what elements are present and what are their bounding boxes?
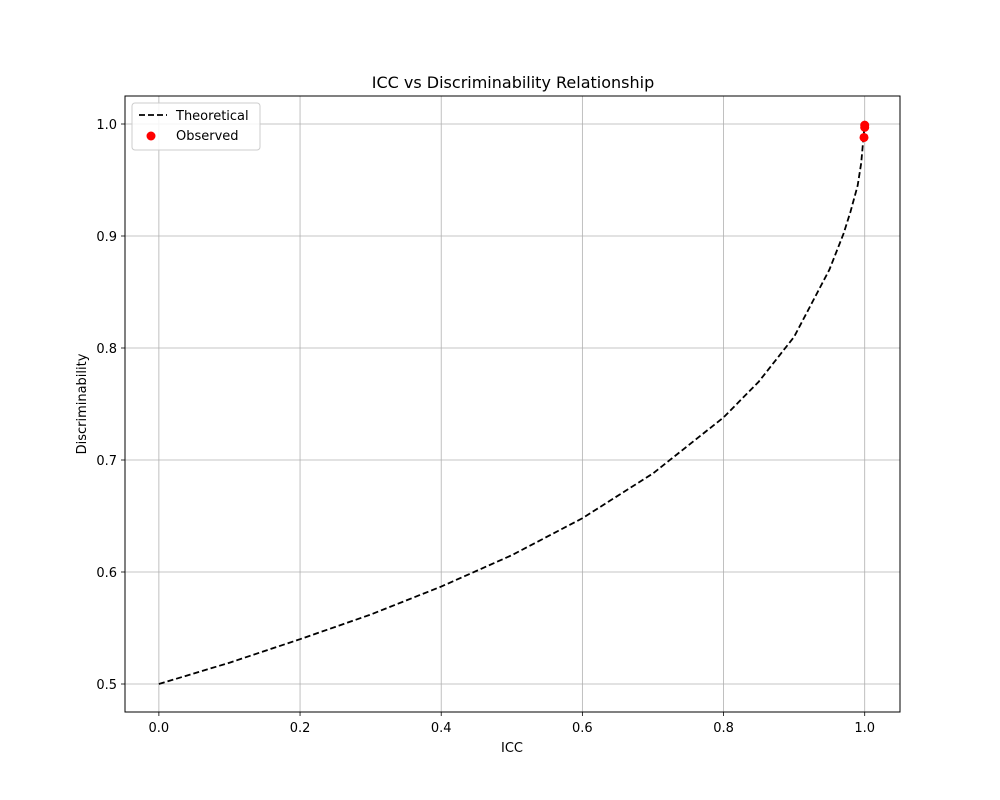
y-tick-label: 0.6	[96, 566, 117, 581]
y-tick-label: 0.8	[96, 342, 117, 357]
x-tick-label: 0.8	[713, 721, 734, 736]
x-tick-label: 0.6	[572, 721, 593, 736]
y-tick-label: 0.7	[96, 454, 117, 469]
legend-label-theoretical: Theoretical	[175, 109, 249, 124]
observed-point	[860, 122, 870, 132]
observed-point	[859, 132, 869, 142]
y-tick-label: 0.9	[96, 230, 117, 245]
x-tick-label: 0.4	[431, 721, 452, 736]
x-axis: 0.0 0.2 0.4 0.6 0.8 1.0	[149, 712, 875, 736]
y-tick-label: 1.0	[96, 118, 117, 133]
x-tick-label: 1.0	[854, 721, 875, 736]
x-axis-label: ICC	[501, 741, 523, 756]
plot-frame	[124, 95, 901, 713]
x-tick-label: 0.2	[290, 721, 311, 736]
y-tick-label: 0.5	[96, 678, 117, 693]
y-axis: 0.5 0.6 0.7 0.8 0.9 1.0	[96, 118, 125, 693]
chart-title: ICC vs Discriminability Relationship	[372, 73, 654, 92]
legend-point-swatch	[146, 131, 156, 141]
legend-box	[131, 102, 261, 151]
legend-label-observed: Observed	[176, 129, 239, 144]
grid-lines	[125, 96, 900, 712]
y-axis-label: Discriminability	[75, 353, 90, 454]
observed-series	[859, 120, 870, 142]
theoretical-series	[158, 123, 866, 685]
theoretical-line	[158, 123, 866, 685]
legend: Theoretical Observed	[131, 102, 261, 151]
x-tick-label: 0.0	[149, 721, 170, 736]
